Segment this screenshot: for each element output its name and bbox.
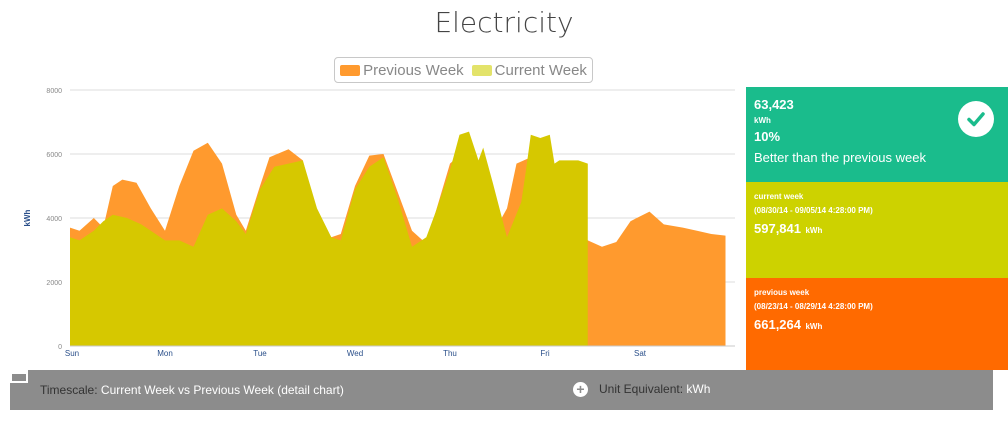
unit-equivalent-value: kWh bbox=[683, 382, 711, 396]
y-axis-label: kWh bbox=[23, 209, 32, 226]
previous-week-panel: previous week (08/23/14 - 08/29/14 4:28:… bbox=[746, 278, 1008, 370]
legend-swatch-previous bbox=[340, 64, 361, 76]
timescale-label: Timescale: bbox=[40, 383, 98, 397]
previous-week-label: previous week bbox=[754, 288, 810, 297]
unit-equivalent[interactable]: Unit Equivalent: kWh bbox=[599, 382, 710, 396]
x-tick-label-thu: Thu bbox=[443, 349, 457, 358]
summary-percent: 10% bbox=[754, 129, 781, 144]
x-tick-label-fri: Fri bbox=[540, 349, 550, 358]
y-tick-label-1: 2000 bbox=[46, 280, 62, 287]
calendar-icon[interactable] bbox=[10, 370, 28, 383]
footer-bar: Timescale: Current Week vs Previous Week… bbox=[10, 370, 993, 410]
legend-label-previous: Previous Week bbox=[363, 61, 464, 79]
y-tick-label-2: 4000 bbox=[46, 216, 62, 223]
timescale-info[interactable]: Timescale: Current Week vs Previous Week… bbox=[40, 383, 344, 397]
legend-swatch-current bbox=[471, 64, 492, 76]
y-tick-label-0: 0 bbox=[58, 344, 62, 351]
summary-panel: 63,423 kWh 10% Better than the previous … bbox=[746, 87, 1008, 182]
previous-week-range: (08/23/14 - 08/29/14 4:28:00 PM) bbox=[754, 302, 873, 311]
check-icon bbox=[958, 101, 994, 137]
current-week-label: current week bbox=[754, 192, 804, 201]
current-week-unit: kWh bbox=[805, 226, 823, 235]
electricity-area-chart: 0 2000 4000 6000 8000 kWh Sun Mon Tue Wed Thu Fri Sa… bbox=[23, 88, 735, 358]
x-tick-label-sat: Sat bbox=[634, 349, 647, 358]
x-tick-label-mon: Mon bbox=[157, 349, 173, 358]
summary-value: 63,423 bbox=[754, 97, 794, 112]
x-tick-label-tue: Tue bbox=[253, 349, 267, 358]
x-tick-label-sun: Sun bbox=[65, 349, 79, 358]
timescale-value: Current Week vs Previous Week (detail ch… bbox=[97, 383, 344, 397]
y-tick-label-4: 8000 bbox=[46, 88, 62, 95]
previous-week-total: 661,264 kWh bbox=[754, 316, 1008, 334]
legend-label-current: Current Week bbox=[494, 61, 587, 79]
current-week-panel: current week (08/30/14 - 09/05/14 4:28:0… bbox=[746, 182, 1008, 278]
summary-unit: kWh bbox=[754, 116, 771, 125]
y-tick-label-3: 6000 bbox=[46, 152, 62, 159]
unit-equivalent-label: Unit Equivalent: bbox=[599, 382, 684, 396]
legend-item-previous[interactable]: Previous Week bbox=[340, 62, 464, 79]
previous-week-value: 661,264 bbox=[754, 317, 801, 332]
plus-icon[interactable]: + bbox=[573, 382, 588, 397]
legend-item-current[interactable]: Current Week bbox=[471, 61, 587, 79]
summary-text: Better than the previous week bbox=[754, 150, 926, 165]
current-week-total: 597,841 kWh bbox=[754, 220, 1008, 238]
previous-week-unit: kWh bbox=[805, 322, 823, 331]
x-tick-label-wed: Wed bbox=[347, 349, 363, 358]
chart-legend: Previous Week Current Week bbox=[334, 57, 593, 83]
current-week-range: (08/30/14 - 09/05/14 4:28:00 PM) bbox=[754, 206, 873, 215]
chart-title: Electricity bbox=[434, 6, 574, 39]
area-current-week bbox=[70, 131, 588, 346]
current-week-value: 597,841 bbox=[754, 221, 801, 236]
